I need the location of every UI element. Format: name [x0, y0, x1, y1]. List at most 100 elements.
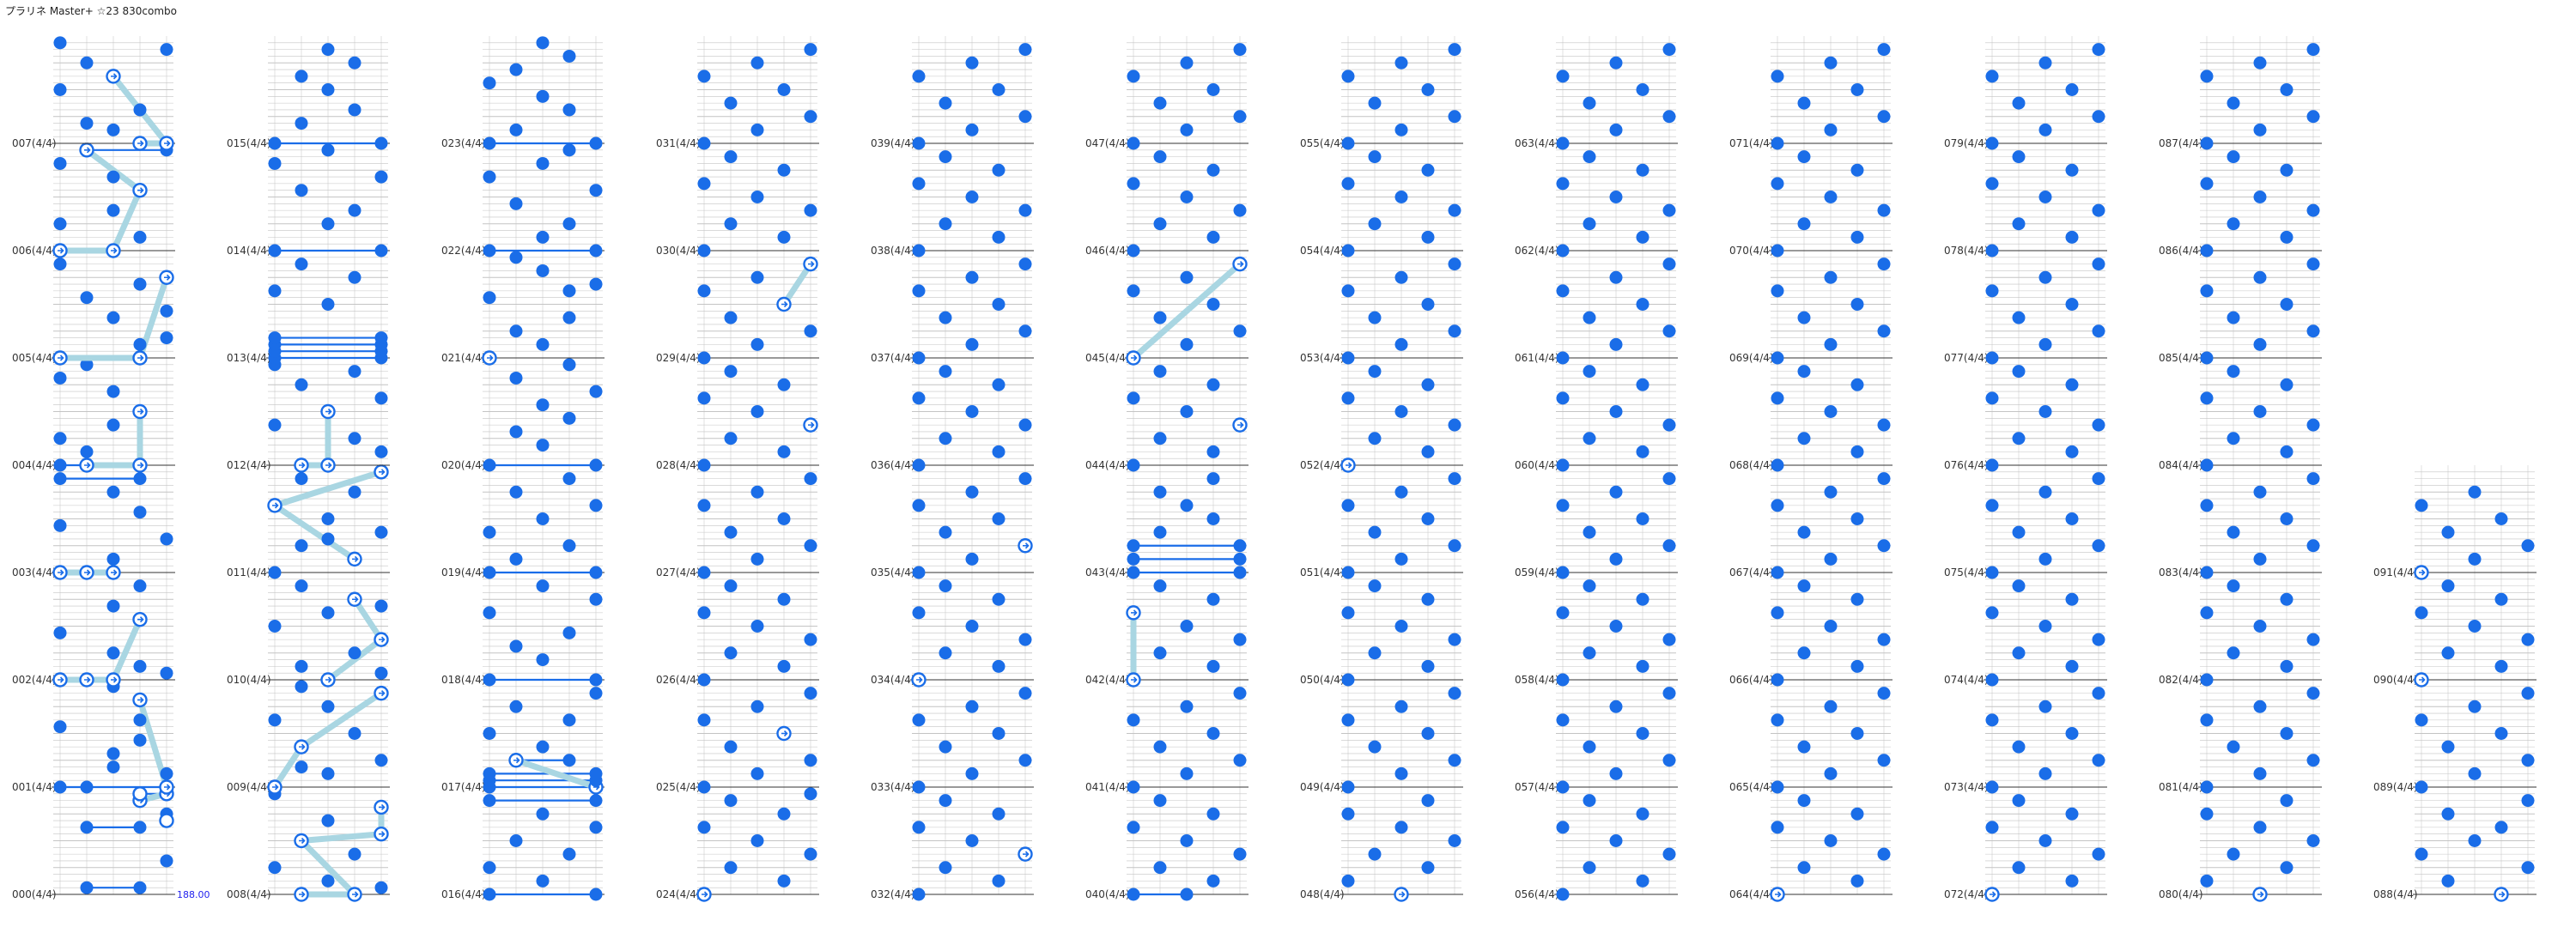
- tap-note: [2038, 405, 2052, 418]
- flick-arrow-icon: [379, 636, 386, 643]
- tap-note: [589, 592, 603, 606]
- tap-note: [1662, 687, 1676, 700]
- tap-note: [53, 371, 67, 385]
- tap-note: [1609, 337, 1623, 351]
- measure-block: 025(4/4): [656, 680, 819, 794]
- measure-block: 066(4/4): [1729, 573, 1893, 687]
- tap-note: [697, 244, 711, 258]
- tap-note: [2065, 230, 2079, 244]
- tap-note: [1850, 230, 1864, 244]
- tap-note: [2200, 458, 2214, 472]
- tap-note: [536, 230, 550, 244]
- tap-note: [1609, 552, 1623, 566]
- tap-note: [1985, 284, 1999, 298]
- tap-note: [536, 439, 550, 452]
- tap-note: [160, 766, 173, 780]
- flick-arrow-icon: [1237, 261, 1244, 268]
- tap-note: [483, 525, 496, 539]
- measure-block: 036(4/4): [871, 358, 1034, 472]
- tap-note: [965, 620, 979, 633]
- tap-note: [348, 432, 361, 445]
- tap-note: [2253, 620, 2267, 633]
- tap-note: [1153, 217, 1167, 231]
- tap-note: [1771, 499, 1784, 512]
- flick-arrow-icon: [487, 354, 494, 361]
- flick-arrow-icon: [352, 555, 359, 562]
- tap-note: [562, 143, 576, 157]
- tap-note: [348, 727, 361, 740]
- tap-note: [965, 405, 979, 418]
- tap-note: [992, 874, 1005, 888]
- measure-label: 084(4/4): [2159, 459, 2203, 471]
- tap-note: [1233, 203, 1247, 217]
- tap-note: [2494, 821, 2508, 834]
- tap-note: [509, 834, 523, 847]
- tap-note: [965, 552, 979, 566]
- measure-block: 063(4/4): [1515, 36, 1678, 150]
- tap-note: [1448, 418, 1461, 432]
- tap-note: [268, 713, 282, 727]
- tap-note: [2200, 351, 2214, 365]
- tap-note: [2200, 606, 2214, 620]
- tap-note: [589, 566, 603, 579]
- tap-note: [509, 552, 523, 566]
- tap-note: [2065, 445, 2079, 458]
- measure-block: 076(4/4): [1944, 358, 2107, 472]
- tap-note: [2280, 659, 2293, 673]
- tap-note: [374, 331, 388, 345]
- tap-note: [268, 331, 282, 345]
- tap-note: [1341, 284, 1355, 298]
- flick-arrow-icon: [1131, 354, 1138, 361]
- tap-note: [1556, 606, 1570, 620]
- tap-note: [777, 378, 791, 391]
- tap-note: [2280, 230, 2293, 244]
- tap-note: [2065, 727, 2079, 740]
- tap-note: [1985, 713, 1999, 727]
- tap-note: [1421, 230, 1435, 244]
- tap-note: [1797, 646, 1811, 660]
- tap-note: [295, 472, 308, 486]
- tap-note: [1877, 203, 1891, 217]
- tap-note: [80, 117, 94, 130]
- tap-note: [321, 766, 335, 780]
- tap-note: [992, 378, 1005, 391]
- tap-note: [1018, 43, 1032, 57]
- measure-label: 067(4/4): [1729, 566, 1774, 579]
- tap-note: [912, 136, 926, 150]
- tap-note: [1127, 566, 1140, 579]
- tap-note: [1583, 150, 1596, 164]
- tap-note: [1153, 365, 1167, 379]
- flick-arrow-icon: [137, 140, 144, 147]
- tap-note: [2253, 485, 2267, 499]
- tap-note: [992, 163, 1005, 177]
- measure-block: 004(4/4): [12, 358, 175, 473]
- tap-note: [1985, 458, 1999, 472]
- flick-arrow-icon: [2257, 891, 2264, 898]
- tap-note: [2227, 525, 2240, 539]
- measure-label: 011(4/4): [227, 566, 271, 579]
- tap-note: [804, 203, 817, 217]
- tap-note: [80, 881, 94, 894]
- measure-label: 062(4/4): [1515, 245, 1559, 257]
- measure-label: 078(4/4): [1944, 245, 1989, 257]
- tap-note: [1824, 270, 1838, 284]
- tap-note: [1368, 847, 1382, 861]
- tap-note: [106, 123, 120, 136]
- tap-note: [160, 304, 173, 318]
- tap-note: [562, 311, 576, 324]
- tap-note: [1421, 298, 1435, 311]
- tap-note: [1341, 70, 1355, 83]
- tap-note: [2227, 150, 2240, 164]
- tap-note: [1180, 700, 1194, 713]
- tap-note: [1206, 807, 1220, 821]
- flick-arrow-icon: [299, 462, 306, 469]
- tap-note: [1771, 821, 1784, 834]
- tap-note: [1824, 834, 1838, 847]
- measure-block: 002(4/4): [12, 573, 175, 688]
- measure-block: 088(4/4): [2373, 787, 2537, 902]
- flick-arrow-icon: [702, 891, 708, 898]
- tap-note: [1341, 780, 1355, 794]
- flick-arrow-icon: [325, 408, 332, 415]
- measure-block: 038(4/4): [871, 143, 1034, 258]
- flick-arrow-icon: [137, 616, 144, 623]
